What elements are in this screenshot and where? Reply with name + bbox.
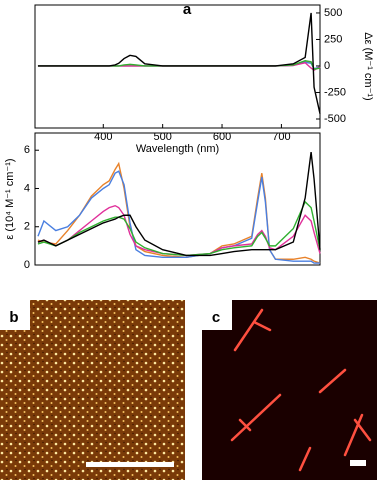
y2-tick-label: 0 <box>324 60 330 72</box>
panel-label: a <box>183 1 192 18</box>
y-axis-label: ε (10⁴ M⁻¹ cm⁻¹) <box>4 158 16 239</box>
scale-bar <box>86 462 174 467</box>
y-tick-label: 6 <box>24 144 30 156</box>
series-line <box>37 12 321 114</box>
y-tick-label: 2 <box>24 221 30 233</box>
x-tick-label: 500 <box>153 131 171 143</box>
series-line <box>37 200 321 257</box>
y-tick-label: 0 <box>24 259 30 271</box>
plot-frame <box>34 4 321 129</box>
series-line <box>37 59 321 70</box>
afm-image <box>0 300 185 480</box>
plot-frame <box>34 132 321 266</box>
y2-tick-label: 250 <box>324 33 342 45</box>
label-box <box>202 300 232 330</box>
x-tick-label: 400 <box>94 131 112 143</box>
y-tick-label: 4 <box>24 182 30 194</box>
panel-label: c <box>212 309 220 326</box>
x-tick-label: 700 <box>272 131 290 143</box>
y2-tick-label: -250 <box>324 86 346 98</box>
panel-label: b <box>9 309 18 326</box>
series-line <box>37 152 321 257</box>
fibers <box>230 308 372 472</box>
y2-tick-label: 500 <box>324 7 342 19</box>
x-axis-label: Wavelength (nm) <box>136 143 219 155</box>
x-tick-label: 600 <box>213 131 231 143</box>
series-line <box>37 170 320 264</box>
label-box <box>0 300 30 330</box>
y2-tick-label: -500 <box>324 113 346 125</box>
scale-bar <box>350 460 366 466</box>
y2-axis-label: Δε (M⁻¹ cm⁻¹) <box>362 32 374 100</box>
